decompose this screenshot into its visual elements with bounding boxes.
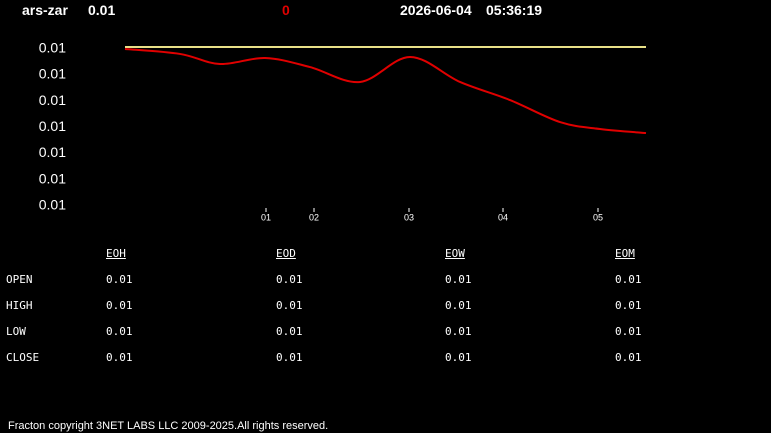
cell: 0.01 — [276, 325, 303, 338]
change: 0 — [282, 2, 290, 18]
x-tick-label: 05 — [593, 212, 603, 222]
date: 2026-06-04 — [400, 2, 472, 18]
cell: 0.01 — [276, 273, 303, 286]
y-tick-label: 0.01 — [39, 92, 66, 108]
y-tick-label: 0.01 — [39, 197, 66, 213]
y-tick-label: 0.01 — [39, 170, 66, 186]
cell: 0.01 — [445, 325, 472, 338]
y-tick-label: 0.01 — [39, 144, 66, 160]
x-tick-label: 04 — [498, 212, 508, 222]
footer: Fracton copyright 3NET LABS LLC 2009-202… — [8, 420, 329, 432]
chart: 0.01 0.01 0.01 0.01 0.01 0.01 0.01 01 02 03 04 05 — [39, 39, 647, 222]
column-header: EOM — [615, 247, 635, 260]
cell: 0.01 — [106, 273, 133, 286]
time: 05:36:19 — [486, 2, 543, 18]
x-tick-label: 03 — [404, 212, 414, 222]
y-tick-label: 0.01 — [39, 39, 66, 55]
cell: 0.01 — [445, 299, 472, 312]
column-header: EOD — [276, 247, 296, 260]
cell: 0.01 — [276, 299, 303, 312]
cell: 0.01 — [615, 325, 642, 338]
row-label: LOW — [6, 325, 26, 338]
row-label: HIGH — [6, 299, 33, 312]
cell: 0.01 — [276, 351, 303, 364]
row-label: OPEN — [6, 273, 33, 286]
x-tick-label: 02 — [309, 212, 319, 222]
row-label: CLOSE — [6, 351, 40, 364]
line-series — [124, 47, 647, 135]
y-tick-label: 0.01 — [39, 118, 66, 134]
cell: 0.01 — [106, 325, 133, 338]
price: 0.01 — [88, 2, 116, 18]
cell: 0.01 — [445, 351, 472, 364]
column-header: EOW — [445, 247, 465, 260]
cell: 0.01 — [106, 299, 133, 312]
y-tick-label: 0.01 — [39, 66, 66, 82]
cell: 0.01 — [445, 273, 472, 286]
x-tick-label: 01 — [261, 212, 271, 222]
symbol: ars-zar — [22, 2, 68, 18]
cell: 0.01 — [615, 351, 642, 364]
column-header: EOH — [106, 247, 126, 260]
cell: 0.01 — [106, 351, 133, 364]
cell: 0.01 — [615, 273, 642, 286]
cell: 0.01 — [615, 299, 642, 312]
